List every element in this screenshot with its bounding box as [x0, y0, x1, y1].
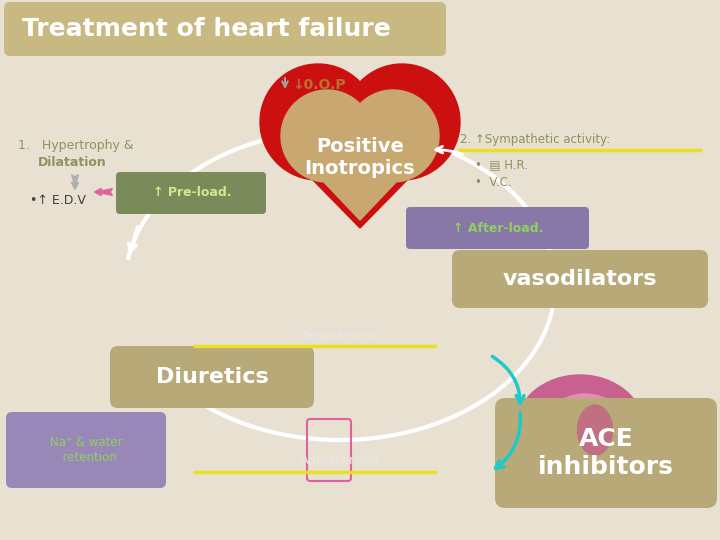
- FancyBboxPatch shape: [116, 172, 266, 214]
- Circle shape: [344, 64, 460, 180]
- Circle shape: [260, 64, 376, 180]
- Text: 2. ↑Sympathetic activity:: 2. ↑Sympathetic activity:: [460, 133, 611, 146]
- FancyBboxPatch shape: [495, 398, 717, 508]
- Ellipse shape: [577, 405, 613, 455]
- Ellipse shape: [542, 394, 628, 466]
- Text: ↓0.O.P: ↓0.O.P: [292, 78, 346, 92]
- FancyBboxPatch shape: [406, 207, 589, 249]
- Text: ↑ Pre-load.: ↑ Pre-load.: [153, 186, 231, 199]
- Text: ACE
inhibitors: ACE inhibitors: [538, 427, 674, 479]
- Text: ↑ After-load.: ↑ After-load.: [453, 221, 543, 234]
- Text: Treatment of heart failure: Treatment of heart failure: [22, 17, 391, 41]
- Text: Diuretics: Diuretics: [156, 367, 269, 387]
- Ellipse shape: [515, 375, 645, 485]
- Text: Dilatation: Dilatation: [38, 156, 107, 168]
- Circle shape: [281, 90, 373, 182]
- FancyBboxPatch shape: [110, 346, 314, 408]
- Polygon shape: [262, 128, 458, 228]
- Text: Aldosterone: Aldosterone: [300, 454, 380, 467]
- Text: Na⁺ & water
  retention: Na⁺ & water retention: [50, 436, 122, 464]
- Text: •↑ E.D.V: •↑ E.D.V: [30, 193, 86, 206]
- Circle shape: [347, 90, 439, 182]
- Polygon shape: [284, 140, 436, 220]
- Text: 1.   Hypertrophy &: 1. Hypertrophy &: [18, 138, 134, 152]
- Text: •  ▤ H.R.: • ▤ H.R.: [475, 159, 528, 172]
- FancyBboxPatch shape: [6, 412, 166, 488]
- FancyBboxPatch shape: [452, 250, 708, 308]
- Text: •  V.C.: • V.C.: [475, 176, 512, 188]
- Text: vasodilators: vasodilators: [503, 269, 657, 289]
- FancyBboxPatch shape: [4, 2, 446, 56]
- Text: Positive
Inotropics: Positive Inotropics: [305, 138, 415, 179]
- Text: Angiotensin: Angiotensin: [300, 328, 379, 341]
